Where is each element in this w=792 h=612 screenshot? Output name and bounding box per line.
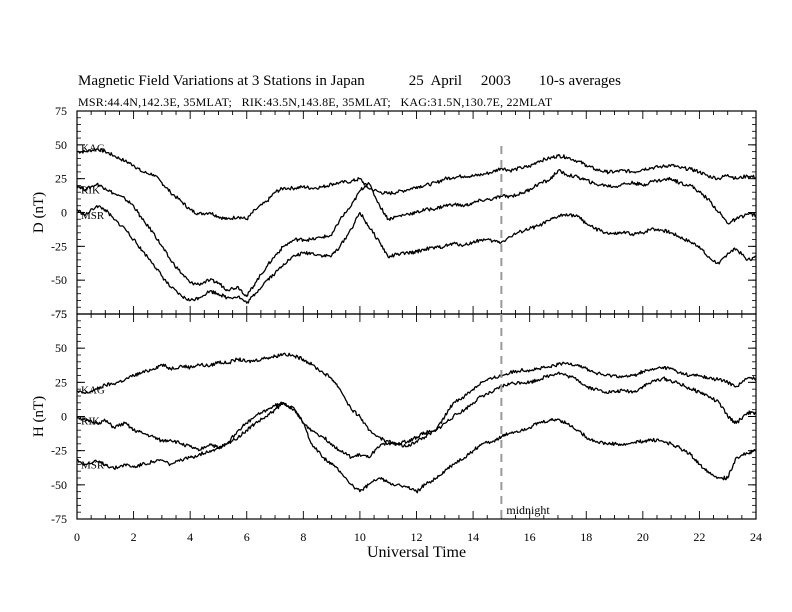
bottom-panel-h: 75 50 25 0 -25 -50 -75 H (nT) KAG RIK MSR <box>31 307 757 526</box>
bottom-y-axis-title: H (nT) <box>31 396 47 437</box>
top-series-label-kag: KAG <box>81 143 105 155</box>
station-coordinates: MSR:44.4N,142.3E, 35MLAT; RIK:43.5N,143.… <box>78 95 553 109</box>
bottom-panel-frame <box>76 313 757 520</box>
bottom-series-label-msr: MSR <box>81 459 105 471</box>
x-tick-label: 18 <box>580 530 592 544</box>
top-y-tick-label: -75 <box>51 307 67 321</box>
bottom-series-rik <box>76 371 757 459</box>
x-tick-label: 20 <box>637 530 649 544</box>
x-tick-label: 10 <box>354 530 366 544</box>
x-tick-label: 0 <box>74 530 80 544</box>
top-series-label-msr: MSR <box>81 210 105 222</box>
chart-title: Magnetic Field Variations at 3 Stations … <box>78 73 621 90</box>
top-y-tick-label: 75 <box>55 104 67 118</box>
bottom-y-tick-label: 75 <box>55 307 67 321</box>
top-panel-d: 75 50 25 0 -25 -50 -75 D (nT) KAG RIK MSR <box>31 104 757 321</box>
x-tick-label: 4 <box>187 530 193 544</box>
x-axis: 0 2 4 6 8 10 12 14 16 18 20 22 24 <box>74 530 762 544</box>
top-y-tick-label: 0 <box>61 206 67 220</box>
midnight-label: midnight <box>506 503 550 517</box>
x-tick-label: 8 <box>300 530 306 544</box>
top-y-tick-label: 50 <box>55 138 67 152</box>
bottom-y-tick-label: -25 <box>51 444 67 458</box>
top-y-tick-label: -25 <box>51 239 67 253</box>
title-averaging: 10-s averages <box>538 73 621 89</box>
top-series-label-rik: RIK <box>81 184 100 196</box>
title-date: 25 April 2003 <box>408 73 511 89</box>
bottom-y-tick-label: 50 <box>55 341 67 355</box>
top-series-kag <box>77 148 757 221</box>
x-tick-label: 24 <box>750 530 762 544</box>
x-tick-label: 2 <box>131 530 137 544</box>
top-series-msr <box>76 205 757 304</box>
bottom-y-tick-label: 25 <box>55 375 67 389</box>
title-main: Magnetic Field Variations at 3 Stations … <box>78 73 365 89</box>
top-y-axis-title: D (nT) <box>31 192 47 233</box>
top-y-tick-label: -50 <box>51 273 67 287</box>
top-series-rik <box>76 168 757 298</box>
bottom-y-tick-label: -75 <box>51 512 67 526</box>
x-tick-label: 12 <box>411 530 423 544</box>
bottom-series-label-rik: RIK <box>81 416 100 428</box>
x-tick-label: 6 <box>244 530 250 544</box>
bottom-y-tick-label: 0 <box>61 410 67 424</box>
bottom-y-tick-label: -50 <box>51 478 67 492</box>
x-axis-title: Universal Time <box>367 544 466 561</box>
x-tick-label: 22 <box>693 530 705 544</box>
x-tick-label: 14 <box>467 530 479 544</box>
bottom-series-kag <box>76 352 757 446</box>
bottom-series-msr <box>76 401 757 494</box>
bottom-series-label-kag: KAG <box>81 384 105 396</box>
top-y-tick-label: 25 <box>55 172 67 186</box>
x-tick-label: 16 <box>524 530 536 544</box>
